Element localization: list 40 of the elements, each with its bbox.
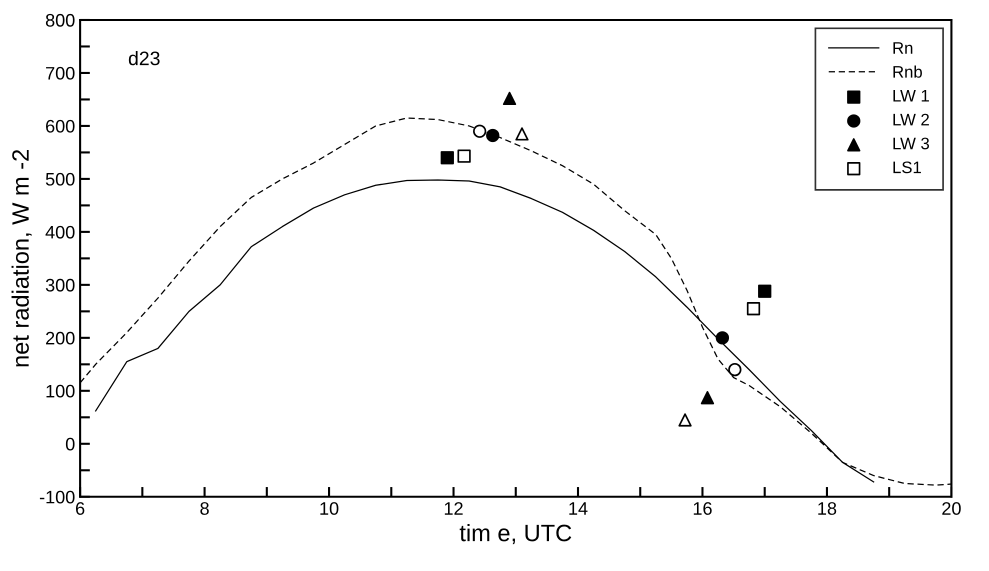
y-axis-title: net radiation, W m -2 — [12, 150, 32, 366]
point — [440, 151, 454, 164]
point — [486, 128, 500, 142]
point — [746, 302, 760, 316]
y-tick-label: 300 — [46, 278, 75, 292]
y-tick-label: 800 — [46, 14, 75, 27]
x-tick-label: 14 — [569, 502, 588, 515]
x-tick-label: 8 — [200, 502, 209, 515]
point — [473, 124, 486, 138]
legend-label: LS1 — [893, 161, 921, 174]
x-tick-label: 18 — [818, 502, 836, 515]
x-tick-label: 16 — [694, 502, 712, 515]
point — [502, 92, 516, 106]
x-tick-label: 6 — [76, 502, 84, 515]
y-tick-label: -100 — [40, 490, 75, 504]
y-tick-label: 100 — [46, 384, 75, 398]
legend-label: LW 1 — [893, 90, 929, 102]
legend-label: LW 3 — [893, 138, 930, 150]
legend-label: LW 2 — [893, 114, 929, 126]
point — [758, 284, 772, 298]
x-axis-title: tim e, UTC — [460, 524, 572, 544]
y-tick-label: 700 — [46, 66, 75, 80]
y-tick-label: 200 — [46, 332, 75, 345]
point — [457, 149, 471, 163]
point — [678, 413, 692, 427]
legend-label: Rn — [893, 42, 912, 54]
point — [700, 391, 714, 404]
x-tick-label: 10 — [320, 502, 338, 515]
point — [728, 362, 742, 376]
y-tick-label: 400 — [46, 226, 75, 239]
y-tick-label: 500 — [46, 172, 75, 186]
line-series — [95, 179, 874, 483]
point — [515, 127, 529, 141]
x-tick-label: 20 — [942, 502, 961, 515]
legend-label: Rnb — [893, 66, 922, 78]
y-tick-label: 600 — [46, 120, 75, 133]
annotation: d23 — [128, 50, 160, 66]
y-tick-label: 0 — [66, 438, 75, 451]
point — [716, 331, 730, 344]
x-tick-label: 12 — [444, 502, 463, 515]
